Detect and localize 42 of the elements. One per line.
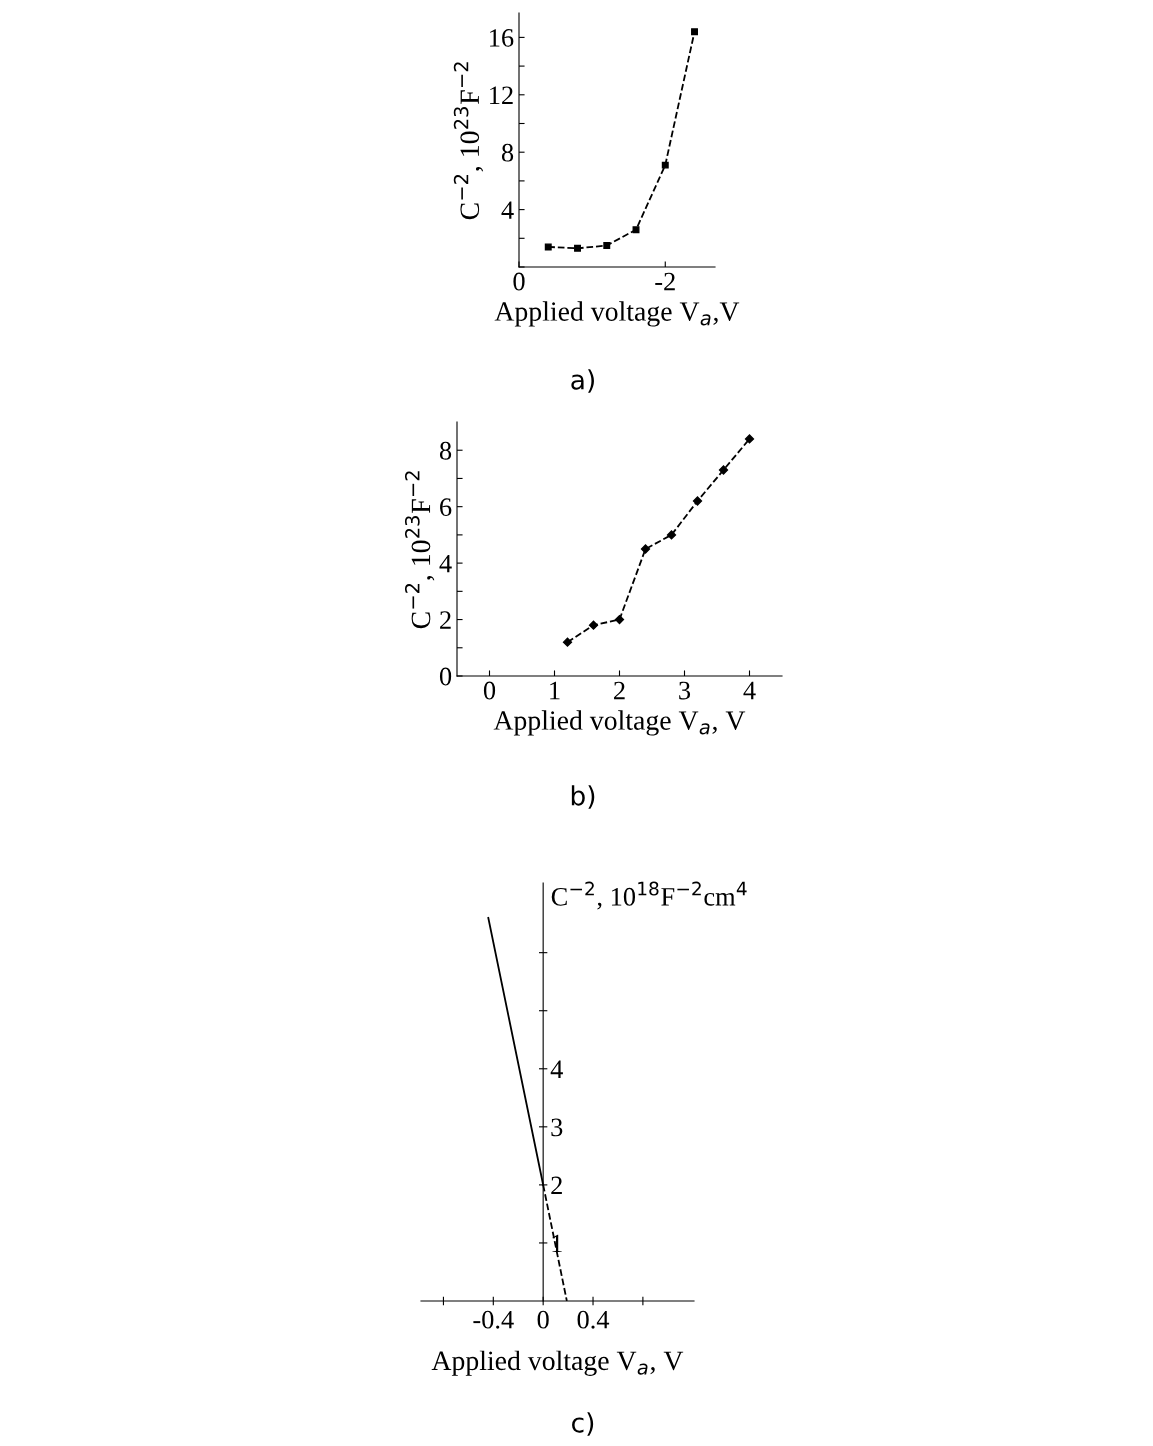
x-axis-title: Applied voltage V$_{a}$, V [431,1350,684,1376]
x-tick-label: 0.4 [577,1310,610,1329]
x-tick-label: 0 [537,1310,549,1329]
point [588,620,599,630]
x-axis-title: Applied voltage V$_{a}$,V [494,301,740,327]
x-tick-label: 2 [614,681,625,700]
x-tick-label: -2 [655,272,675,291]
point [632,226,640,234]
y-tick-label: 8 [439,441,452,460]
text: b) [571,785,595,809]
point [562,637,573,647]
point [666,530,677,540]
point [640,544,651,554]
x-tick-label: -0.4 [473,1310,514,1329]
y-tick-label: 1 [552,1234,562,1253]
y-tick-label: 8 [501,143,514,162]
text: a) [571,369,594,393]
point [603,242,611,249]
x-tick-label: 3 [679,681,691,700]
y-axis-title: C$^{−2}$, 10$^{23}$F$^{−2}$ [404,471,435,629]
point [574,244,581,252]
text: c) [572,1412,594,1436]
y-axis-title: C$^{−2}$, 10$^{18}$F$^{−2}$cm$^{4}$ [551,881,747,910]
point [744,434,755,444]
y-tick-label: 16 [490,29,514,47]
y-tick-label: 0 [439,667,452,686]
point [692,496,703,506]
y-tick-label: 2 [551,1176,562,1195]
x-axis-title: Applied voltage V$_{a}$, V [493,710,746,736]
x-tick-label: 4 [743,681,756,700]
point [718,465,729,475]
y-tick-label: 12 [490,86,513,104]
y-tick-label: 3 [551,1118,563,1137]
y-tick-label: 4 [550,1060,563,1078]
y-tick-label: 6 [440,498,452,517]
point [544,243,552,251]
y-axis-title: C$^{−2}$, 10$^{23}$F$^{−2}$ [453,62,484,220]
y-tick-label: 2 [440,611,451,629]
y-tick-label: 4 [501,201,514,219]
point [661,161,669,169]
point [691,28,698,36]
y-tick-label: 4 [439,554,452,573]
